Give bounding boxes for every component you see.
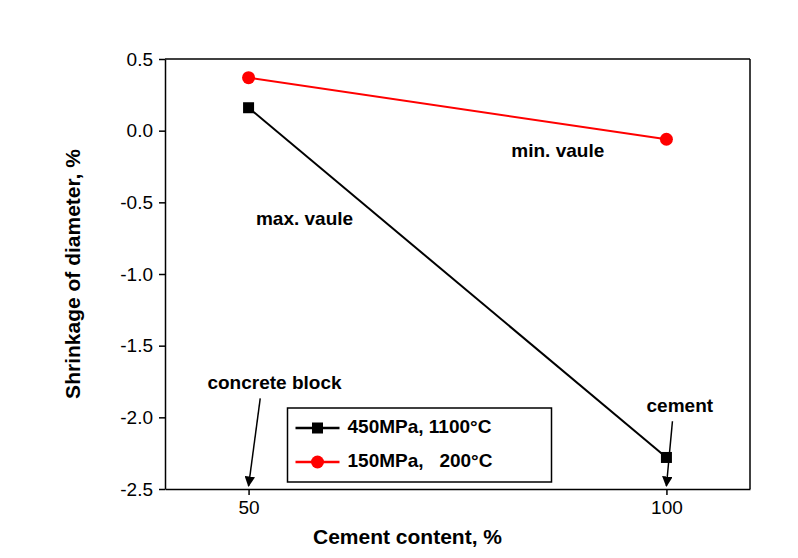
x-axis: 50 100 [166, 489, 751, 518]
legend-entry: 450MPa, 1100°C [296, 416, 492, 437]
annotation-arrow [666, 421, 672, 486]
plot: 50 100 0.5 0.0 -0.5 -1.0 -1.5 -2.0 -2.5 max. vaul… [120, 49, 750, 519]
tick-label: 50 [239, 497, 260, 518]
tick-label: 100 [651, 497, 683, 518]
legend-box [288, 408, 552, 482]
legend-label: 450MPa, 1100°C [348, 416, 492, 437]
chart: 50 100 0.5 0.0 -0.5 -1.0 -1.5 -2.0 -2.5 max. vaul… [0, 0, 798, 558]
annotation: cement [647, 395, 714, 416]
tick-mark [159, 489, 165, 491]
tick: -1.5 [120, 335, 165, 356]
tick-label: 0.5 [127, 49, 153, 70]
tick-mark [248, 489, 250, 495]
annotation-arrow [249, 398, 261, 486]
y-axis: 0.5 0.0 -0.5 -1.0 -1.5 -2.0 -2.5 [120, 49, 165, 500]
annotation: min. vaule [511, 140, 604, 161]
tick-mark [159, 417, 165, 419]
annotation: max. vaule [256, 208, 353, 229]
tick-label: 0.0 [127, 120, 153, 141]
y-axis-title: Shrinkage of diameter, % [61, 149, 84, 399]
tick-mark [159, 345, 165, 347]
series-line [249, 78, 667, 140]
tick-label: -2.5 [120, 479, 153, 500]
data-point [661, 452, 672, 463]
legend-label: 150MPa, 200°C [348, 450, 493, 471]
tick-label: -1.0 [120, 264, 153, 285]
tick-mark [159, 59, 165, 61]
data-area [242, 71, 673, 463]
frame [165, 58, 750, 60]
legend-entry: 150MPa, 200°C [296, 450, 493, 471]
tick: -2.5 [120, 479, 165, 500]
tick-label: -1.5 [120, 335, 153, 356]
series-line [249, 108, 667, 458]
legend-marker [311, 456, 324, 469]
annotation: concrete block [207, 372, 342, 393]
tick: -1.0 [120, 264, 165, 285]
tick: 50 [239, 489, 260, 518]
tick-label: -0.5 [120, 192, 153, 213]
annotations: max. vaule min. vaule concrete block cement [207, 140, 713, 486]
legend: 450MPa, 1100°C 150MPa, 200°C [288, 408, 552, 482]
tick: 100 [651, 489, 683, 518]
data-point [660, 133, 673, 146]
tick-mark [666, 489, 668, 495]
tick-label: -2.0 [120, 407, 153, 428]
axis-line [166, 489, 751, 491]
tick-mark [159, 274, 165, 276]
tick-mark [159, 202, 165, 204]
tick: 0.5 [127, 49, 165, 70]
tick: -2.0 [120, 407, 165, 428]
legend-marker [312, 423, 323, 434]
data-point [243, 102, 254, 113]
tick: -0.5 [120, 192, 165, 213]
data-point [242, 71, 255, 84]
tick-mark [159, 130, 165, 132]
tick: 0.0 [127, 120, 165, 141]
x-axis-title: Cement content, % [313, 525, 502, 548]
frame [749, 59, 751, 489]
